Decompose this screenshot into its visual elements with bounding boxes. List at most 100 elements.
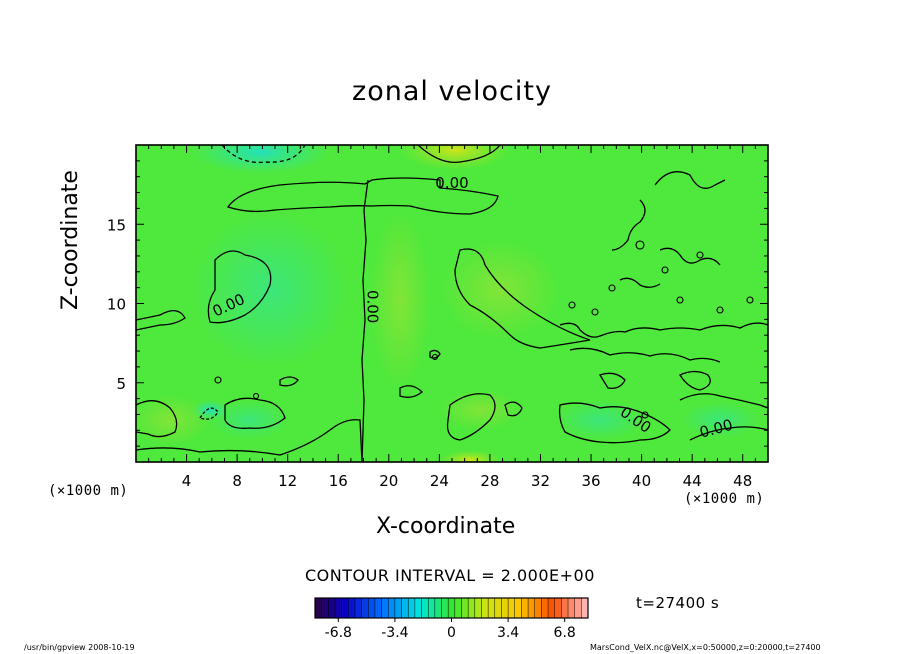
heatmap-blob [136,395,210,445]
x-tick-label: 40 [632,472,651,490]
y-axis-label: Z-coordinate [58,170,83,310]
heatmap-blob [190,210,350,370]
colorbar-cell [374,598,382,618]
colorbar-cell [521,598,529,618]
y-axis-ticks: 5 10 15 [107,160,768,447]
colorbar-cell [328,598,336,618]
colorbar: -6.8 -3.4 0 3.4 6.8 [314,597,589,641]
x-axis-ticks: 4 8 12 16 20 24 28 32 36 40 44 48 [148,145,756,490]
colorbar-cell [414,598,422,618]
colorbar-cell [468,598,476,618]
contour-island [591,308,599,316]
colorbar-cell [348,598,356,618]
contour-line [136,310,186,331]
contour-line [136,419,363,462]
colorbar-cell [508,598,516,618]
contour-line [569,347,721,363]
colorbar-cell [454,598,462,618]
time-label: t=27400 s [636,594,720,612]
colorbar-cell [534,598,542,618]
colorbar-cell [388,598,396,618]
contour-line [679,393,768,409]
x-tick-label: 20 [379,472,398,490]
heatmap-blob [680,402,760,438]
colorbar-cell [361,598,369,618]
heatmap-blob [555,400,645,440]
contour-island [635,240,645,250]
colorbar-cell [428,598,436,618]
colorbar-cell [401,598,409,618]
heatmap-field [136,145,768,462]
colorbar-cell [548,598,556,618]
heatmap-blob [210,400,290,440]
contour-island [214,376,222,384]
colorbar-cell [581,598,589,618]
colorbar-cell [494,598,502,618]
colorbar-cell [421,598,429,618]
contour-line [361,179,369,462]
x-tick-label: 44 [683,472,702,490]
colorbar-cell [528,598,536,618]
footer-right: MarsCond_VelX.nc@VelX,x=0:50000,z=0:2000… [590,643,821,652]
colorbar-cell [341,598,349,618]
x-tick-label: 32 [531,472,550,490]
colorbar-tick-label: 0 [447,625,456,641]
x-axis-label: X-coordinate [376,514,516,539]
contour-value-label: 0.00 [363,290,381,323]
x-tick-label: 48 [733,472,752,490]
x-tick-label: 4 [182,472,192,490]
colorbar-cell [381,598,389,618]
contour-island [716,306,724,314]
contour-line [226,177,499,215]
contour-islands [214,240,754,419]
contour-line [136,400,178,438]
colorbar-cell [461,598,469,618]
colorbar-cell [354,598,363,618]
colorbar-cell [541,598,549,618]
colorbar-cell [514,598,522,618]
colorbar-cell [434,598,442,618]
y-tick-label: 10 [107,296,126,314]
contour-line [689,426,768,441]
contour-line [417,145,501,164]
colorbar-tick-label: 6.8 [554,625,576,641]
contour-line [224,397,286,429]
contour-line [679,370,711,391]
contour-line [659,247,721,266]
contour-value-label: 0.00 [435,174,468,192]
contour-line-negative [199,407,219,420]
colorbar-cell [554,598,562,618]
heatmap-blob [192,400,228,420]
contour-line [504,401,523,417]
colorbar-tick-label: -3.4 [381,625,408,641]
contour-line [399,385,423,398]
contour-island [746,296,754,304]
colorbar-cell [574,598,582,618]
colorbar-cell [315,598,323,618]
contour-lines [136,145,768,462]
colorbar-cell [394,598,402,618]
x-tick-label: 24 [430,472,449,490]
colorbar-cell [568,598,576,618]
x-unit-label-left: (×1000 m) [48,483,129,499]
contour-island [608,284,616,292]
x-tick-label: 28 [480,472,499,490]
colorbar-cell [488,598,496,618]
colorbar-cell [448,598,456,618]
contour-line [654,171,726,189]
colorbar-cell [321,598,329,618]
colorbar-tick-label: 3.4 [497,625,519,641]
contour-line [611,199,646,251]
contour-line [279,376,299,387]
colorbar-cell [501,598,509,618]
contour-line [599,372,626,389]
colorbar-cell [481,598,489,618]
contour-island [252,392,260,400]
x-tick-label: 16 [329,472,348,490]
footer-left: /usr/bin/gpview 2008-10-19 [24,643,135,652]
contour-island [661,266,669,274]
colorbar-tick-label: -6.8 [325,625,352,641]
x-unit-label-right: (×1000 m) [684,491,765,507]
heatmap-blob [440,240,560,340]
